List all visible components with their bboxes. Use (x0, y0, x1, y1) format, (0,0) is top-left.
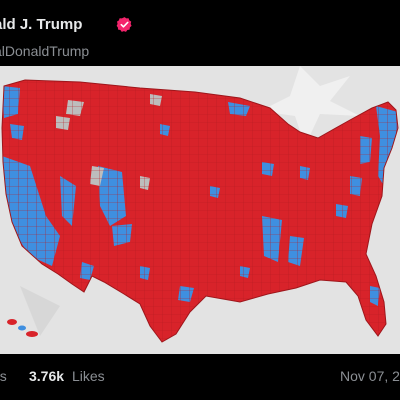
post-footer-stats: hs 3.76k Likes Nov 07, 2 (0, 356, 400, 400)
post-date: Nov 07, 2 (340, 368, 400, 384)
verified-badge-icon (116, 16, 133, 33)
background-shadow (20, 286, 60, 336)
post-header: ald J. Trump alDonaldTrump (0, 0, 400, 66)
likes-label[interactable]: Likes (72, 368, 105, 384)
views-label: hs (0, 368, 7, 384)
background-star-decoration (260, 66, 360, 146)
post-media-map-image[interactable] (0, 66, 400, 354)
hawaii-islands (7, 319, 38, 337)
likes-count[interactable]: 3.76k (29, 368, 65, 384)
author-handle[interactable]: alDonaldTrump (0, 43, 90, 59)
author-name[interactable]: ald J. Trump (0, 16, 83, 33)
